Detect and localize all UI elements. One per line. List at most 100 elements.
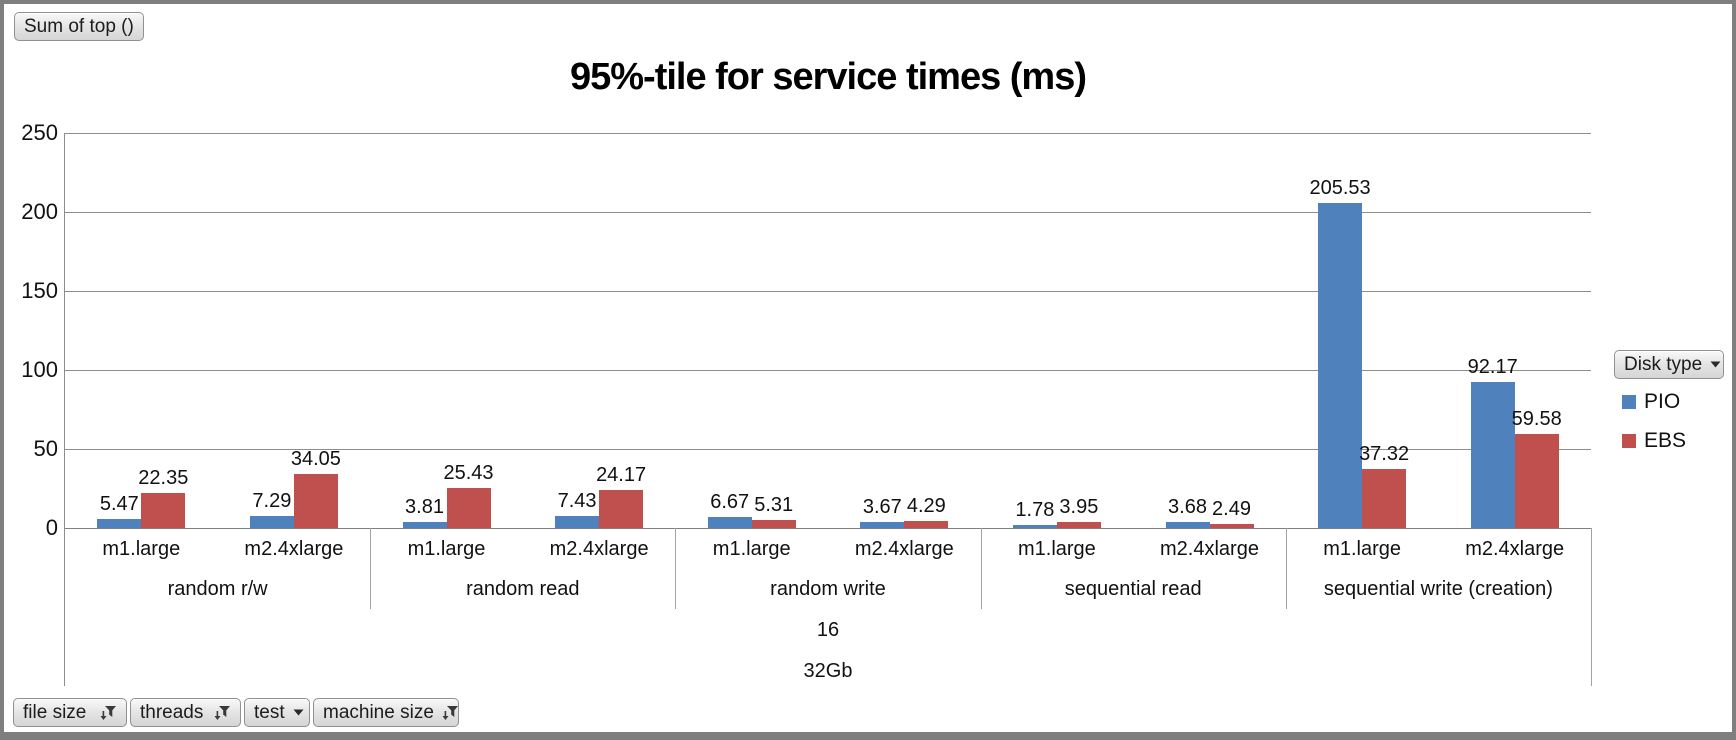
data-label-pio: 3.67 (862, 496, 902, 518)
legend-label-pio: PIO (1644, 390, 1681, 413)
category-frame-right (1591, 528, 1592, 686)
bar-pio (860, 522, 905, 528)
filter-icon (442, 705, 459, 721)
bar-ebs (1514, 434, 1559, 528)
data-label-ebs: 3.95 (1059, 496, 1099, 518)
bar-ebs (446, 488, 491, 528)
plot-area: 0 50 100 150 200 250 random r/w m1.large 5.47 22.… (4, 4, 1732, 732)
data-label-pio: 92.17 (1467, 356, 1518, 378)
y-axis-tick-label: 150 (21, 278, 58, 303)
gridline (65, 133, 1591, 134)
bar-pio (1470, 382, 1515, 528)
data-label-pio: 205.53 (1309, 177, 1371, 199)
axis-field-label: machine size (323, 701, 434, 723)
legend-entry-ebs: EBS (1622, 429, 1732, 453)
data-label-pio: 3.68 (1168, 496, 1207, 518)
data-label-ebs: 5.31 (754, 494, 794, 516)
axis-field-label: file size (23, 701, 87, 723)
bar-ebs (751, 520, 796, 528)
chevron-down-icon (293, 709, 304, 716)
x-axis-item-label: m1.large (102, 538, 181, 560)
chart-title: 95%-tile for service times (ms) (569, 56, 1087, 98)
x-axis-group-label: sequential write (creation) (1323, 578, 1553, 600)
bar-pio (249, 516, 294, 528)
value-field-label: Sum of top () (24, 15, 134, 37)
axis-field-label: test (254, 701, 285, 723)
axis-field-button-machine-size[interactable]: machine size (313, 698, 459, 727)
category-separator (980, 528, 982, 609)
axis-field-button-threads[interactable]: threads (130, 698, 241, 727)
legend-swatch-pio (1622, 395, 1636, 409)
data-label-pio: 6.67 (710, 491, 750, 513)
x-axis-group-label: random r/w (167, 578, 268, 600)
x-axis-item-label: m2.4xlarge (244, 538, 344, 560)
y-axis-tick-label: 100 (21, 357, 58, 382)
bar-ebs (141, 493, 186, 528)
bar-pio (97, 519, 142, 528)
data-label-ebs: 22.35 (138, 467, 189, 489)
x-axis-item-label: m1.large (1017, 538, 1096, 560)
outer-category-label: 32Gb (803, 660, 853, 682)
x-axis-group-label: random write (770, 578, 886, 600)
y-axis-tick-label: 0 (45, 515, 58, 540)
category-separator (675, 528, 677, 609)
x-axis-group-label: sequential read (1064, 578, 1202, 600)
bar-ebs (599, 490, 644, 528)
x-axis-item-label: m1.large (407, 538, 486, 560)
bar-pio (1012, 525, 1057, 528)
x-axis-item-label: m2.4xlarge (854, 538, 954, 560)
gridline (65, 212, 1591, 213)
legend-label-ebs: EBS (1644, 429, 1687, 452)
y-axis-tick-label: 50 (33, 436, 58, 461)
data-label-ebs: 25.43 (443, 462, 494, 484)
gridline (65, 449, 1591, 450)
outer-category-label: 16 (816, 619, 840, 641)
data-label-pio: 7.29 (252, 490, 292, 512)
x-axis-item-label: m2.4xlarge (1160, 538, 1259, 560)
legend-field-label: Disk type (1624, 353, 1703, 375)
axis-field-button-test[interactable]: test (244, 698, 310, 727)
x-axis-item-label: m2.4xlarge (549, 538, 649, 560)
data-label-ebs: 37.32 (1359, 443, 1410, 465)
data-label-pio: 5.47 (99, 493, 139, 515)
legend-swatch-ebs (1622, 434, 1636, 448)
gridline (65, 370, 1591, 371)
data-label-pio: 3.81 (405, 496, 444, 518)
data-label-ebs: 2.49 (1212, 498, 1251, 520)
legend-field-button[interactable]: Disk type (1614, 350, 1724, 379)
bar-ebs (904, 521, 949, 528)
y-axis-tick-label: 200 (21, 199, 58, 224)
x-axis-group-label: random read (466, 578, 580, 600)
bar-pio (402, 522, 447, 528)
axis-field-button-file-size[interactable]: file size (13, 698, 127, 727)
data-label-ebs: 34.05 (290, 448, 341, 470)
gridline (65, 291, 1591, 292)
legend-entry-pio: PIO (1622, 390, 1732, 414)
bar-ebs (1362, 469, 1407, 528)
bar-pio (1165, 522, 1210, 528)
data-label-ebs: 24.17 (596, 464, 647, 486)
data-label-pio: 7.43 (557, 490, 597, 512)
category-separator (1285, 528, 1287, 609)
bar-ebs (1209, 524, 1254, 528)
y-axis-tick-label: 250 (21, 120, 58, 145)
value-field-button[interactable]: Sum of top () (14, 12, 144, 41)
filter-icon (100, 705, 117, 721)
bar-ebs (1056, 522, 1101, 528)
data-label-ebs: 59.58 (1511, 408, 1562, 430)
x-axis-item-label: m1.large (1323, 538, 1401, 560)
bar-ebs (293, 474, 338, 528)
axis-field-buttons: file size threads test machine size (13, 698, 459, 727)
axis-field-label: threads (140, 701, 204, 723)
x-axis-item-label: m1.large (712, 538, 791, 560)
y-axis-line (64, 133, 65, 686)
x-axis-item-label: m2.4xlarge (1465, 538, 1565, 560)
bar-pio (707, 517, 752, 528)
category-separator (370, 528, 372, 609)
bar-pio (555, 516, 600, 528)
data-label-pio: 1.78 (1015, 499, 1055, 521)
chevron-down-icon (1710, 361, 1721, 368)
bar-pio (1318, 203, 1363, 528)
x-axis-line (65, 528, 1591, 529)
